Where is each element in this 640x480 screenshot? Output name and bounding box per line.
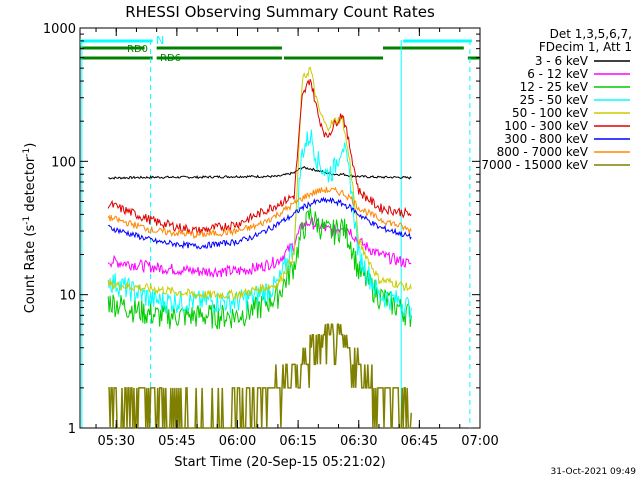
legend-label: 7000 - 15000 keV bbox=[481, 158, 588, 172]
timestamp: 31-Oct-2021 09:49 bbox=[551, 467, 637, 477]
y-axis-label: Count Rate (s-1 detector-1) bbox=[22, 143, 38, 314]
flag-label-rd0: RD0 bbox=[127, 44, 148, 55]
legend-label: 300 - 800 keV bbox=[504, 132, 588, 146]
chart-title: RHESSI Observing Summary Count Rates bbox=[125, 3, 435, 21]
x-tick-label: 06:45 bbox=[401, 434, 438, 449]
legend-label: 800 - 7000 keV bbox=[497, 145, 589, 159]
legend-label: 25 - 50 keV bbox=[520, 93, 589, 107]
plot-frame bbox=[79, 27, 481, 429]
x-tick-label: 05:30 bbox=[98, 434, 135, 449]
legend-label: 12 - 25 keV bbox=[520, 80, 589, 94]
y-tick-label: 100 bbox=[51, 155, 76, 170]
y-axis-label-close: ) bbox=[23, 143, 38, 148]
flag-label-n: N bbox=[156, 34, 164, 47]
series-line bbox=[108, 165, 412, 180]
legend-header-line-2: FDecim 1, Att 1 bbox=[539, 40, 632, 54]
series-layer bbox=[107, 66, 413, 429]
legend-label: 6 - 12 keV bbox=[527, 67, 589, 81]
axes-layer: 1 10 100 1000 05:30 05:45 06:00 06:15 06:30 06:45… bbox=[43, 22, 499, 449]
y-axis-label-main: Count Rate (s bbox=[23, 225, 38, 314]
x-tick-label: 06:15 bbox=[279, 434, 316, 449]
y-tick-label: 1000 bbox=[43, 22, 76, 37]
series-line bbox=[107, 207, 412, 330]
flags-layer bbox=[80, 39, 480, 60]
legend-label: 100 - 300 keV bbox=[504, 119, 588, 133]
legend: Det 1,3,5,6,7, FDecim 1, Att 1 3 - 6 keV… bbox=[481, 27, 632, 172]
series-line bbox=[107, 79, 412, 235]
y-axis-label-sup: -1 bbox=[22, 216, 32, 225]
flag-label-rd6: RD6 bbox=[160, 53, 181, 64]
x-tick-label: 06:30 bbox=[340, 434, 377, 449]
x-tick-label: 06:00 bbox=[219, 434, 256, 449]
legend-header-line-1: Det 1,3,5,6,7, bbox=[550, 27, 632, 41]
x-tick-label: 05:45 bbox=[158, 434, 195, 449]
series-line bbox=[108, 323, 413, 429]
legend-label: 50 - 100 keV bbox=[512, 106, 589, 120]
series-line bbox=[107, 186, 412, 240]
y-axis-label-tail: detector bbox=[23, 156, 38, 216]
x-axis-label: Start Time (20-Sep-15 05:21:02) bbox=[174, 455, 385, 470]
y-tick-label: 1 bbox=[68, 422, 76, 437]
x-tick-label: 07:00 bbox=[461, 434, 498, 449]
y-axis-label-tail-sup: -1 bbox=[22, 148, 32, 157]
series-line bbox=[108, 196, 412, 250]
series-line bbox=[107, 66, 412, 301]
y-tick-label: 10 bbox=[59, 289, 76, 304]
series-line bbox=[107, 217, 412, 278]
legend-label: 3 - 6 keV bbox=[535, 54, 589, 68]
